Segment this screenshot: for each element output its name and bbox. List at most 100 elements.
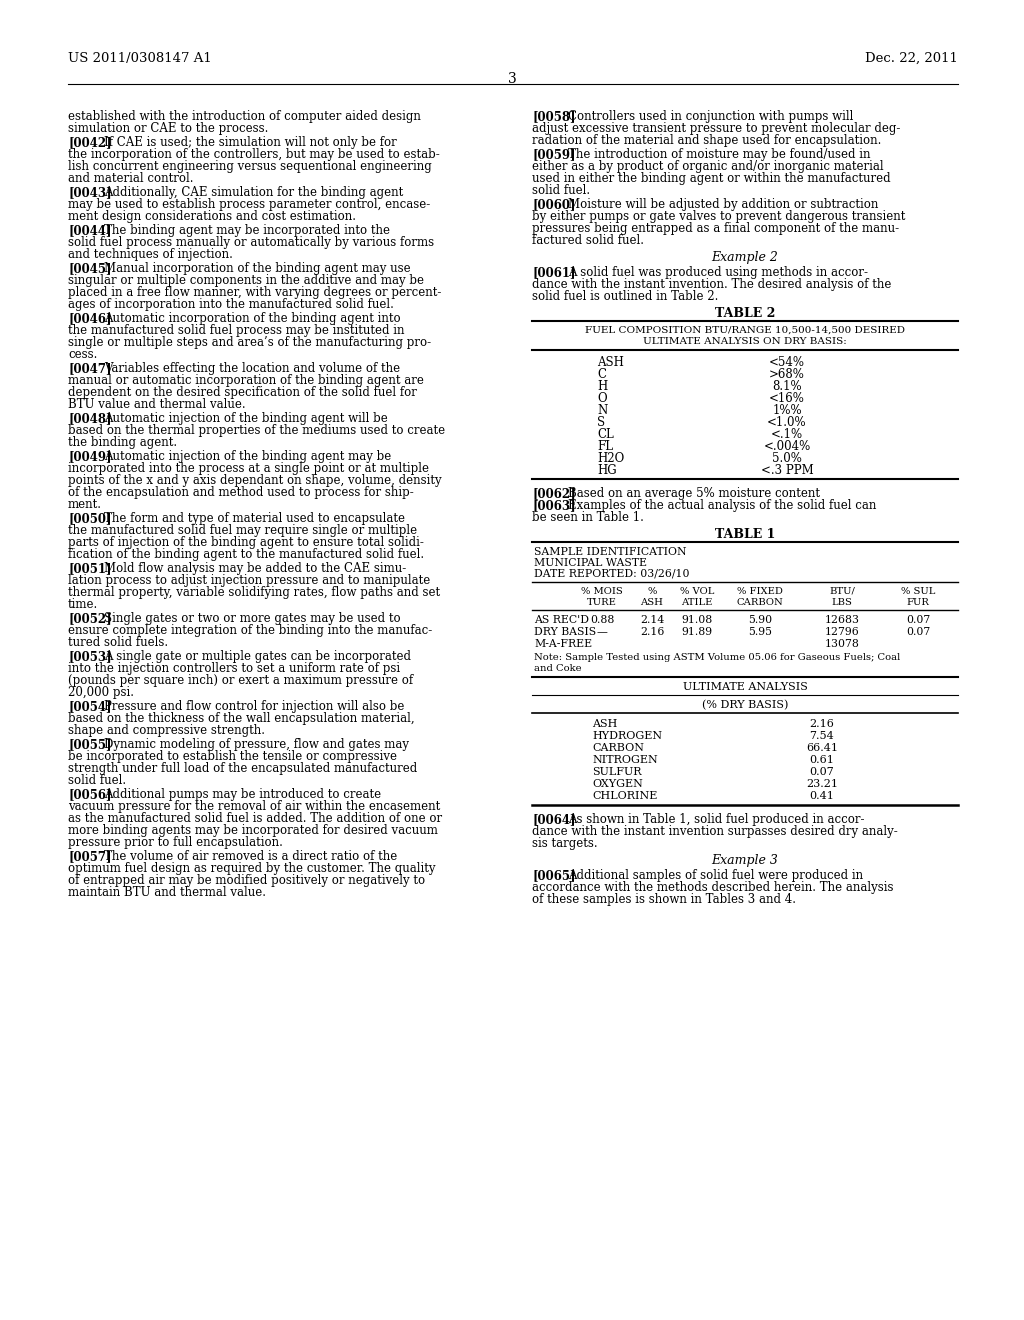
Text: [0054]: [0054]: [68, 700, 112, 713]
Text: <.1%: <.1%: [771, 428, 803, 441]
Text: 91.89: 91.89: [681, 627, 713, 638]
Text: SULFUR: SULFUR: [592, 767, 641, 777]
Text: tured solid fuels.: tured solid fuels.: [68, 636, 168, 649]
Text: cess.: cess.: [68, 348, 97, 360]
Text: established with the introduction of computer aided design: established with the introduction of com…: [68, 110, 421, 123]
Text: Mold flow analysis may be added to the CAE simu-: Mold flow analysis may be added to the C…: [104, 562, 407, 576]
Text: 5.90: 5.90: [748, 615, 772, 624]
Text: the binding agent.: the binding agent.: [68, 436, 177, 449]
Text: % FIXED: % FIXED: [737, 587, 783, 597]
Text: into the injection controllers to set a uniform rate of psi: into the injection controllers to set a …: [68, 663, 400, 675]
Text: (% DRY BASIS): (% DRY BASIS): [701, 700, 788, 710]
Text: [0047]: [0047]: [68, 362, 112, 375]
Text: [0043]: [0043]: [68, 186, 112, 199]
Text: [0061]: [0061]: [532, 267, 575, 279]
Text: 3: 3: [508, 73, 516, 86]
Text: lish concurrent engineering versus sequentional engineering: lish concurrent engineering versus seque…: [68, 160, 432, 173]
Text: factured solid fuel.: factured solid fuel.: [532, 234, 644, 247]
Text: FL: FL: [597, 440, 613, 453]
Text: sis targets.: sis targets.: [532, 837, 598, 850]
Text: HYDROGEN: HYDROGEN: [592, 731, 663, 741]
Text: [0063]: [0063]: [532, 499, 575, 512]
Text: (pounds per square inch) or exert a maximum pressure of: (pounds per square inch) or exert a maxi…: [68, 675, 413, 686]
Text: [0059]: [0059]: [532, 148, 575, 161]
Text: [0055]: [0055]: [68, 738, 112, 751]
Text: ULTIMATE ANALYSIS: ULTIMATE ANALYSIS: [683, 682, 808, 692]
Text: As shown in Table 1, solid fuel produced in accor-: As shown in Table 1, solid fuel produced…: [568, 813, 864, 826]
Text: and material control.: and material control.: [68, 172, 194, 185]
Text: 12796: 12796: [824, 627, 859, 638]
Text: Note: Sample Tested using ASTM Volume 05.06 for Gaseous Fuels; Coal: Note: Sample Tested using ASTM Volume 05…: [534, 653, 900, 663]
Text: Example 3: Example 3: [712, 854, 778, 867]
Text: 2.14: 2.14: [640, 615, 665, 624]
Text: dance with the instant invention. The desired analysis of the: dance with the instant invention. The de…: [532, 279, 891, 290]
Text: Variables effecting the location and volume of the: Variables effecting the location and vol…: [104, 362, 400, 375]
Text: incorporated into the process at a single point or at multiple: incorporated into the process at a singl…: [68, 462, 429, 475]
Text: placed in a free flow manner, with varying degrees or percent-: placed in a free flow manner, with varyi…: [68, 286, 441, 300]
Text: accordance with the methods described herein. The analysis: accordance with the methods described he…: [532, 880, 894, 894]
Text: Based on an average 5% moisture content: Based on an average 5% moisture content: [568, 487, 820, 500]
Text: TURE: TURE: [587, 598, 616, 607]
Text: Manual incorporation of the binding agent may use: Manual incorporation of the binding agen…: [104, 261, 411, 275]
Text: [0050]: [0050]: [68, 512, 112, 525]
Text: based on the thickness of the wall encapsulation material,: based on the thickness of the wall encap…: [68, 711, 415, 725]
Text: S: S: [597, 416, 605, 429]
Text: [0062]: [0062]: [532, 487, 575, 500]
Text: [0057]: [0057]: [68, 850, 112, 863]
Text: and techniques of injection.: and techniques of injection.: [68, 248, 232, 261]
Text: the incorporation of the controllers, but may be used to estab-: the incorporation of the controllers, bu…: [68, 148, 439, 161]
Text: If CAE is used; the simulation will not only be for: If CAE is used; the simulation will not …: [104, 136, 396, 149]
Text: 7.54: 7.54: [810, 731, 835, 741]
Text: CARBON: CARBON: [592, 743, 644, 752]
Text: M-A-FREE: M-A-FREE: [534, 639, 592, 649]
Text: Dynamic modeling of pressure, flow and gates may: Dynamic modeling of pressure, flow and g…: [104, 738, 409, 751]
Text: as the manufactured solid fuel is added. The addition of one or: as the manufactured solid fuel is added.…: [68, 812, 442, 825]
Text: adjust excessive transient pressure to prevent molecular deg-: adjust excessive transient pressure to p…: [532, 121, 900, 135]
Text: The introduction of moisture may be found/used in: The introduction of moisture may be foun…: [568, 148, 870, 161]
Text: ATILE: ATILE: [681, 598, 713, 607]
Text: [0060]: [0060]: [532, 198, 575, 211]
Text: by either pumps or gate valves to prevent dangerous transient: by either pumps or gate valves to preven…: [532, 210, 905, 223]
Text: 2.16: 2.16: [810, 719, 835, 729]
Text: ment.: ment.: [68, 498, 102, 511]
Text: [0064]: [0064]: [532, 813, 575, 826]
Text: SAMPLE IDENTIFICATION: SAMPLE IDENTIFICATION: [534, 546, 686, 557]
Text: 2.16: 2.16: [640, 627, 665, 638]
Text: solid fuel.: solid fuel.: [68, 774, 126, 787]
Text: [0046]: [0046]: [68, 312, 112, 325]
Text: HG: HG: [597, 465, 616, 477]
Text: CARBON: CARBON: [736, 598, 783, 607]
Text: pressures being entrapped as a final component of the manu-: pressures being entrapped as a final com…: [532, 222, 899, 235]
Text: of these samples is shown in Tables 3 and 4.: of these samples is shown in Tables 3 an…: [532, 894, 796, 906]
Text: N: N: [597, 404, 607, 417]
Text: ASH: ASH: [597, 356, 624, 370]
Text: —: —: [597, 627, 607, 638]
Text: parts of injection of the binding agent to ensure total solidi-: parts of injection of the binding agent …: [68, 536, 424, 549]
Text: Examples of the actual analysis of the solid fuel can: Examples of the actual analysis of the s…: [568, 499, 877, 512]
Text: The volume of air removed is a direct ratio of the: The volume of air removed is a direct ra…: [104, 850, 397, 863]
Text: Automatic injection of the binding agent will be: Automatic injection of the binding agent…: [104, 412, 388, 425]
Text: and Coke: and Coke: [534, 664, 582, 673]
Text: AS REC'D: AS REC'D: [534, 615, 589, 624]
Text: points of the x and y axis dependant on shape, volume, density: points of the x and y axis dependant on …: [68, 474, 441, 487]
Text: [0052]: [0052]: [68, 612, 112, 624]
Text: <.3 PPM: <.3 PPM: [761, 465, 813, 477]
Text: 0.88: 0.88: [590, 615, 614, 624]
Text: CL: CL: [597, 428, 613, 441]
Text: ULTIMATE ANALYSIS ON DRY BASIS:: ULTIMATE ANALYSIS ON DRY BASIS:: [643, 337, 847, 346]
Text: [0045]: [0045]: [68, 261, 112, 275]
Text: solid fuel is outlined in Table 2.: solid fuel is outlined in Table 2.: [532, 290, 719, 304]
Text: more binding agents may be incorporated for desired vacuum: more binding agents may be incorporated …: [68, 824, 438, 837]
Text: [0051]: [0051]: [68, 562, 112, 576]
Text: MUNICIPAL WASTE: MUNICIPAL WASTE: [534, 558, 647, 568]
Text: [0058]: [0058]: [532, 110, 575, 123]
Text: 23.21: 23.21: [806, 779, 838, 789]
Text: solid fuel process manually or automatically by various forms: solid fuel process manually or automatic…: [68, 236, 434, 249]
Text: Additional samples of solid fuel were produced in: Additional samples of solid fuel were pr…: [568, 869, 863, 882]
Text: [0065]: [0065]: [532, 869, 575, 882]
Text: LBS: LBS: [831, 598, 852, 607]
Text: maintain BTU and thermal value.: maintain BTU and thermal value.: [68, 886, 266, 899]
Text: of entrapped air may be modified positively or negatively to: of entrapped air may be modified positiv…: [68, 874, 425, 887]
Text: A single gate or multiple gates can be incorporated: A single gate or multiple gates can be i…: [104, 649, 411, 663]
Text: [0042]: [0042]: [68, 136, 112, 149]
